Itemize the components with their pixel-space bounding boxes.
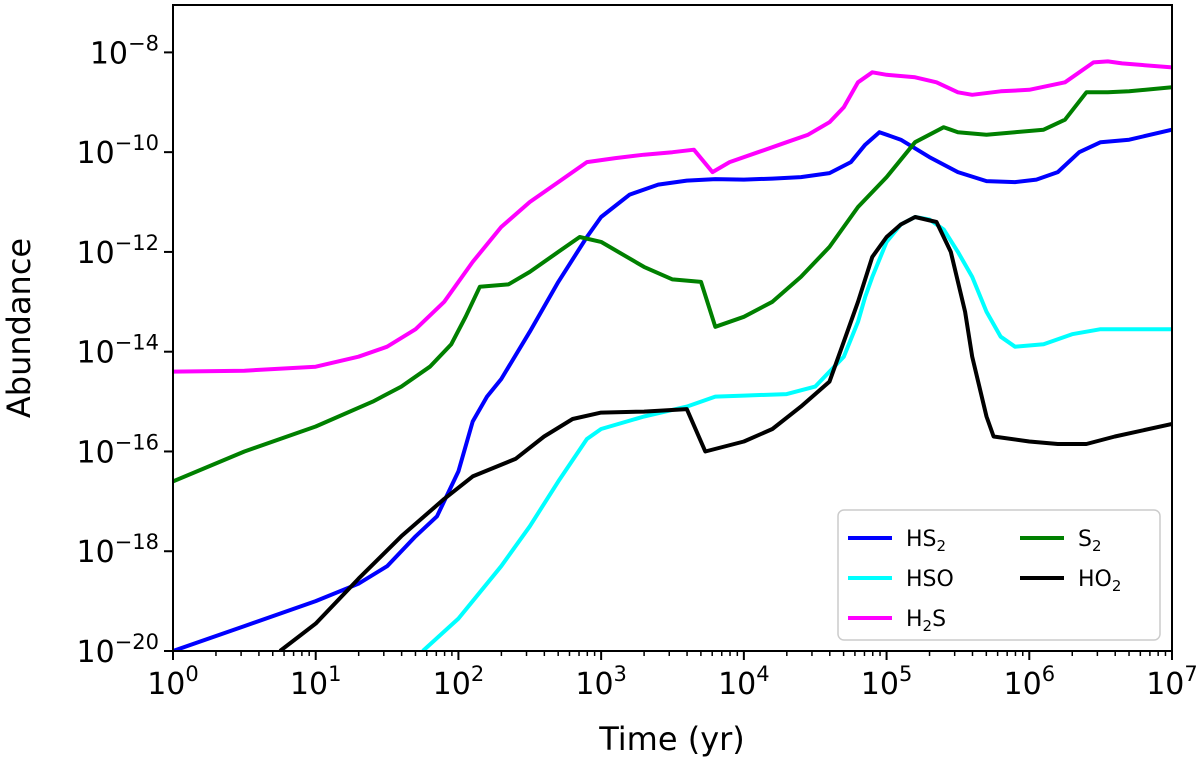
y-tick-label: 10−18 (76, 530, 159, 570)
x-axis: 100 101 102 103 104 105 106 107 (147, 651, 1198, 702)
y-tick-label: 10−16 (76, 430, 159, 470)
series-line-h2s (173, 59, 1172, 374)
legend-label: HS2 (906, 527, 946, 555)
x-tick-label: 106 (1004, 662, 1056, 702)
series-line-hso (421, 215, 1172, 651)
y-axis-title: Abundance (0, 238, 38, 418)
legend-item-h2s: H2S (848, 607, 946, 635)
x-tick-label: 102 (433, 662, 485, 702)
legend-item-hs2: HS2 (848, 527, 946, 555)
x-tick-label: 100 (147, 662, 199, 702)
legend-item-s2: S2 (1020, 527, 1102, 555)
legend-item-ho2: HO2 (1020, 567, 1121, 595)
legend-box (837, 509, 1161, 641)
legend-label: H2S (906, 607, 946, 635)
y-axis: 10−20 10−18 10−16 10−14 10−12 10−10 10−8 (76, 31, 173, 670)
y-tick-label: 10−14 (76, 331, 159, 371)
legend-item-hso: HSO (848, 567, 954, 592)
series-line-hs2 (173, 127, 1172, 651)
x-axis-title: Time (yr) (598, 720, 745, 758)
series-layer (173, 59, 1172, 651)
x-tick-label: 103 (575, 662, 627, 702)
legend-label: S2 (1078, 527, 1102, 555)
plot-frame (172, 4, 1173, 652)
series-line-ho2 (278, 215, 1172, 651)
legend: HS2 HSO H2S S2 HO2 (837, 509, 1161, 641)
series-line-s2 (173, 85, 1172, 484)
x-tick-label: 101 (290, 662, 342, 702)
x-tick-label: 105 (861, 662, 913, 702)
y-tick-label: 10−8 (90, 31, 159, 71)
legend-label: HSO (906, 567, 954, 592)
y-tick-label: 10−20 (76, 630, 159, 670)
x-tick-label: 104 (718, 662, 770, 702)
y-tick-label: 10−10 (76, 131, 159, 171)
legend-label: HO2 (1078, 567, 1121, 595)
y-tick-label: 10−12 (76, 231, 159, 271)
x-tick-label: 107 (1146, 662, 1198, 702)
